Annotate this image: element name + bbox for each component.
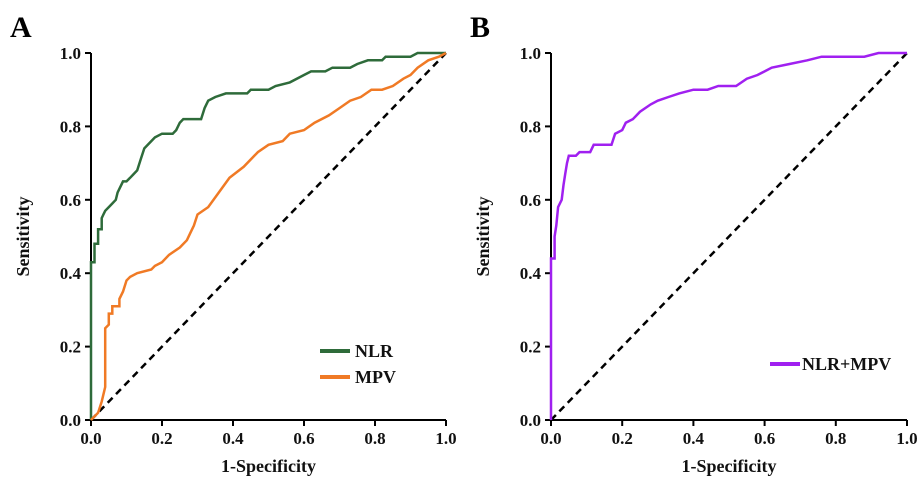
y-tick-label: 0.0 — [520, 411, 541, 430]
reference-diagonal-line — [90, 52, 447, 421]
x-tick-label: 0.8 — [825, 429, 846, 448]
y-tick-label: 0.8 — [520, 117, 541, 136]
panel-label: B — [470, 11, 490, 44]
x-tick-label: 0.2 — [151, 429, 172, 448]
y-tick-label: 0.4 — [520, 264, 542, 283]
x-tick-label: 0.0 — [540, 429, 561, 448]
y-tick-label: 0.0 — [60, 411, 81, 430]
panel-b: B 0.0 0.2 0.4 0.6 0.8 1.0 0.0 0.2 0.4 0.6 0.8 1.0 1-S… — [470, 11, 918, 476]
x-tick-label: 0.2 — [612, 429, 633, 448]
panel-label: A — [10, 11, 32, 44]
y-axis-title: Sensitivity — [13, 196, 33, 276]
legend-label: NLR — [355, 341, 394, 361]
roc-curve-mpv — [90, 51, 447, 421]
y-tick-label: 0.4 — [60, 264, 82, 283]
x-tick-label: 0.4 — [683, 429, 705, 448]
y-tick-label: 1.0 — [60, 44, 81, 63]
y-tick-label: 0.2 — [60, 338, 81, 357]
x-tick-label: 0.6 — [754, 429, 775, 448]
x-tick-label: 0.6 — [293, 429, 314, 448]
reference-diagonal-line — [550, 52, 908, 421]
y-tick-label: 0.6 — [520, 191, 541, 210]
x-axis-title: 1-Specificity — [221, 456, 316, 476]
y-tick-label: 0.2 — [520, 338, 541, 357]
x-tick-label: 0.0 — [80, 429, 101, 448]
y-tick-label: 0.8 — [60, 117, 81, 136]
panel-a: A 0.0 0.2 0.4 0.6 0.8 1.0 0.0 0.2 0.4 0.6 0.8 1.0 1-S… — [10, 11, 457, 476]
y-tick-label: 0.6 — [60, 191, 81, 210]
x-tick-label: 1.0 — [896, 429, 917, 448]
y-tick-label: 1.0 — [520, 44, 541, 63]
x-tick-label: 0.4 — [222, 429, 244, 448]
legend-label: MPV — [355, 367, 396, 387]
roc-curve-nlr — [89, 51, 446, 420]
x-tick-label: 1.0 — [435, 429, 456, 448]
roc-curve-nlr-mpv — [549, 51, 907, 420]
legend-label: NLR+MPV — [802, 354, 891, 374]
y-axis-title: Sensitivity — [473, 196, 493, 276]
x-axis-title: 1-Specificity — [682, 456, 777, 476]
x-tick-label: 0.8 — [364, 429, 385, 448]
